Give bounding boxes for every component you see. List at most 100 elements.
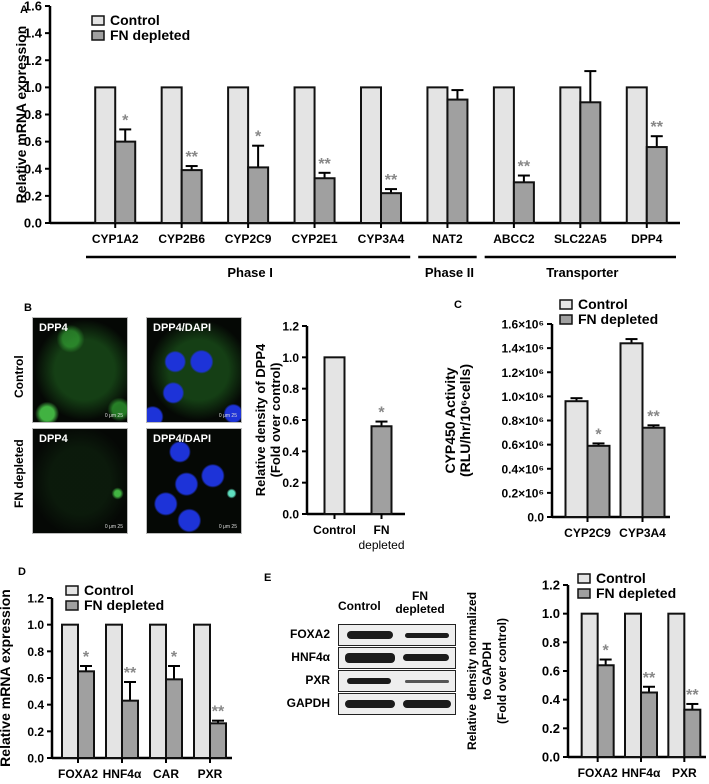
legend-label: Control bbox=[578, 296, 628, 312]
x-tick-label: HNF4α bbox=[622, 766, 661, 779]
bar-control bbox=[160, 86, 183, 224]
bar-fn-depleted bbox=[596, 664, 615, 758]
y-axis-label: Relative density normalizedto GAPDH(Fold… bbox=[465, 592, 509, 750]
bar-fn-depleted bbox=[645, 146, 668, 224]
bar-fn-depleted bbox=[165, 678, 183, 759]
panel-c: C 0.0 0.2×10⁶ 0.4×10⁶ 0.6×10⁶ 0.8×10⁶ 1.0×10⁶ 1… bbox=[440, 290, 709, 560]
bar-fn-depleted bbox=[114, 140, 137, 224]
micrograph-label: DPP4 bbox=[39, 433, 68, 445]
bar-fn-depleted bbox=[370, 425, 393, 515]
legend-swatch bbox=[559, 314, 573, 325]
x-tick-label: CAR bbox=[153, 767, 179, 779]
legend-label: Control bbox=[596, 570, 646, 586]
scale-bar: 0 μm 25 bbox=[218, 413, 237, 419]
bar-control bbox=[625, 86, 648, 224]
legend-label: FN depleted bbox=[84, 597, 164, 613]
bar-control bbox=[360, 86, 382, 224]
significance-marker: ** bbox=[647, 408, 660, 425]
legend-label: Control bbox=[84, 582, 134, 598]
significance-marker: ** bbox=[185, 149, 198, 166]
legend-swatch bbox=[577, 588, 591, 599]
bar-control bbox=[227, 86, 250, 224]
chart-b-dpp4-density: 0.0 0.2 0.4 0.6 0.8 1.0 1.2 Relative density of… bbox=[253, 320, 405, 552]
bar-control bbox=[564, 400, 589, 518]
blot-header-control: Control bbox=[338, 599, 381, 613]
y-tick-label: 0.8 bbox=[282, 382, 299, 396]
x-tick-label: NAT2 bbox=[432, 232, 463, 246]
bar-fn-depleted bbox=[247, 166, 270, 225]
x-tick-label: FOXA2 bbox=[578, 766, 618, 779]
y-axis-label: Relative mRNA expression bbox=[0, 589, 13, 767]
micrograph-control-dpp4-dapi: DPP4/DAPI 0 μm 25 bbox=[146, 317, 242, 423]
blot-label-foxa2: FOXA2 bbox=[289, 627, 330, 641]
significance-marker: ** bbox=[385, 172, 398, 189]
scale-bar: 0 μm 25 bbox=[218, 524, 237, 530]
y-tick-label: 0.6×10⁶ bbox=[501, 438, 544, 452]
bar-control bbox=[619, 342, 644, 518]
western-blot: Control FN depleted FOXA2 HNF4α PXR GAPD… bbox=[240, 560, 470, 715]
y-tick-label: 0.4 bbox=[282, 445, 299, 459]
significance-marker: * bbox=[171, 649, 178, 666]
bar-fn-depleted bbox=[640, 691, 658, 758]
significance-marker: ** bbox=[518, 159, 531, 176]
y-axis-label: CYP450 Activity(RLU/hr/10⁶cells) bbox=[442, 364, 473, 477]
legend-label: FN depleted bbox=[596, 585, 676, 601]
group-label: Transporter bbox=[546, 265, 618, 280]
y-tick-label: 0.8 bbox=[542, 635, 560, 650]
y-tick-label: 1.0 bbox=[24, 80, 42, 95]
panel-letter: A bbox=[20, 4, 28, 16]
legend-swatch bbox=[91, 15, 105, 26]
x-tick-label: FOXA2 bbox=[58, 767, 98, 779]
bar-control bbox=[426, 86, 449, 224]
y-tick-label: 0.0 bbox=[27, 752, 44, 766]
significance-marker: * bbox=[378, 405, 385, 422]
bar-fn-depleted bbox=[313, 177, 336, 224]
micrograph-label: DPP4 bbox=[39, 322, 68, 334]
significance-marker: * bbox=[255, 129, 262, 146]
bar-control bbox=[492, 86, 515, 224]
x-tick-label: DPP4 bbox=[631, 232, 663, 246]
x-tick-label: CYP1A2 bbox=[92, 232, 139, 246]
x-tick-label: PXR bbox=[198, 767, 223, 779]
y-tick-label: 0.8 bbox=[24, 107, 42, 122]
y-tick-label: 0.4 bbox=[24, 161, 43, 176]
significance-marker: ** bbox=[212, 704, 225, 721]
micrograph-fn-depleted-dpp4-dapi: DPP4/DAPI 0 μm 25 bbox=[146, 428, 242, 534]
bar-fn-depleted bbox=[446, 98, 469, 224]
legend-swatch bbox=[65, 585, 79, 596]
bar-fn-depleted bbox=[77, 670, 95, 759]
x-tick-label: CYP2C9 bbox=[225, 232, 272, 246]
bar-control bbox=[559, 86, 582, 224]
legend-swatch bbox=[91, 30, 105, 41]
blot-strip-hnf4a bbox=[338, 647, 456, 669]
significance-marker: ** bbox=[686, 687, 699, 704]
x-tick-label: PXR bbox=[672, 766, 697, 779]
x-tick-label: FN depleted bbox=[358, 523, 404, 552]
micrograph-fn-depleted-dpp4: DPP4 0 μm 25 bbox=[32, 428, 128, 534]
y-tick-label: 0.0 bbox=[542, 750, 560, 765]
y-tick-label: 0.4×10⁶ bbox=[501, 462, 544, 476]
blot-label-hnf4a: HNF4α bbox=[291, 650, 330, 664]
y-tick-label: 1.6×10⁶ bbox=[501, 318, 544, 332]
panel-letter-b: B bbox=[24, 302, 32, 314]
legend-swatch bbox=[559, 299, 573, 310]
significance-marker: ** bbox=[651, 119, 664, 136]
panel-d: D 0.0 0.2 0.4 0.6 0.8 1.0 1.2 Relative mRNA expr… bbox=[0, 560, 240, 781]
bar-fn-depleted bbox=[180, 169, 203, 224]
x-tick-label: CYP3A4 bbox=[619, 526, 666, 540]
panel-letter-e: E bbox=[264, 572, 272, 584]
blot-strip-gapdh bbox=[338, 693, 456, 715]
bar-control bbox=[624, 612, 642, 758]
panel-e: E Control FN depleted FOXA2 HNF4α PXR GA… bbox=[240, 560, 709, 779]
x-tick-label: SLC22A5 bbox=[554, 232, 607, 246]
y-axis-label: Relative mRNA expression bbox=[13, 26, 29, 204]
y-tick-label: 0.2 bbox=[27, 725, 44, 739]
significance-marker: ** bbox=[318, 156, 331, 173]
y-tick-label: 0.0 bbox=[527, 511, 544, 525]
bar-fn-depleted bbox=[586, 444, 611, 518]
bar-control bbox=[667, 612, 686, 758]
x-tick-label: CYP2B6 bbox=[158, 232, 205, 246]
y-tick-label: 0.8 bbox=[27, 645, 44, 659]
micrograph-label: DPP4/DAPI bbox=[153, 322, 212, 334]
blot-strips bbox=[338, 624, 458, 724]
